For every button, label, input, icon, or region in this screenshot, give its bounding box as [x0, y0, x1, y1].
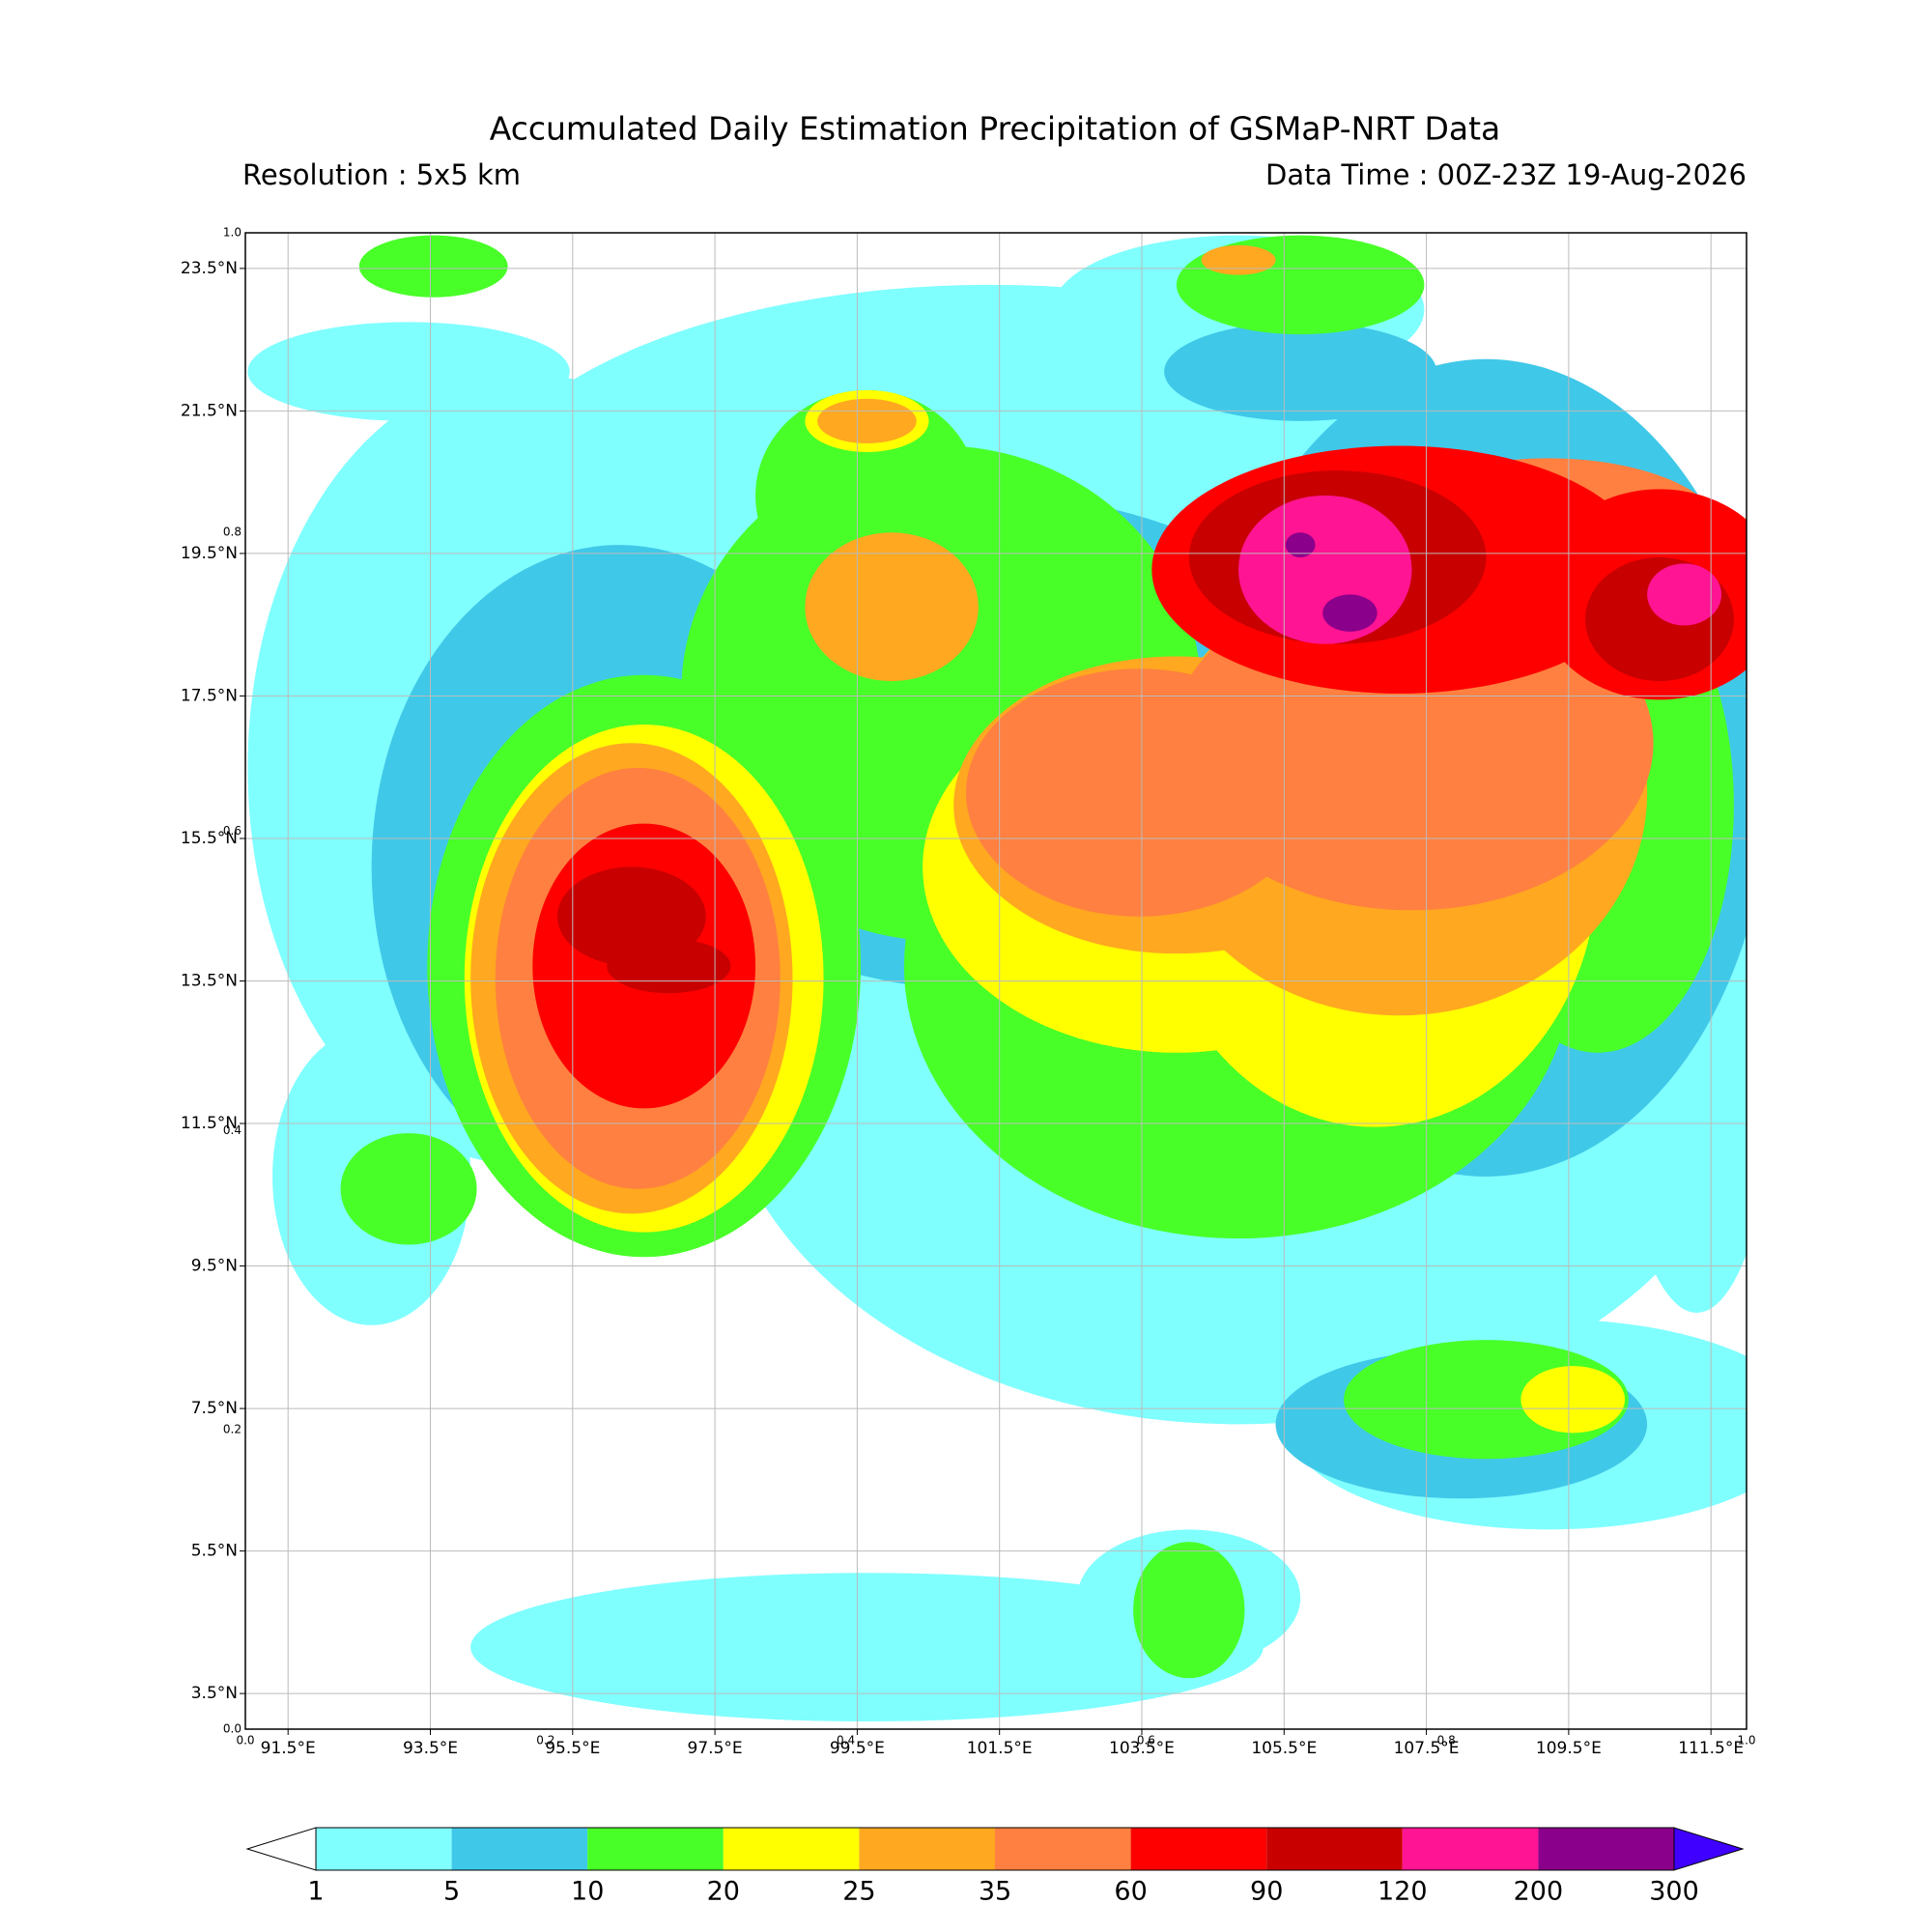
- x-tick-label: 99.5°E: [830, 1739, 885, 1758]
- precip-area: [817, 398, 917, 443]
- data-time: Data Time : 00Z-23Z 19-Aug-2026: [1265, 158, 1747, 191]
- overlay-y-label: 0.2: [223, 1423, 242, 1436]
- colorbar-label: 35: [979, 1877, 1011, 1907]
- x-tick-label: 93.5°E: [403, 1739, 458, 1758]
- precip-area: [1133, 1542, 1245, 1679]
- precip-area: [805, 532, 979, 682]
- colorbar-label: 300: [1649, 1877, 1699, 1907]
- x-tick-label: 91.5°E: [261, 1739, 316, 1758]
- precip-area: [1164, 322, 1437, 421]
- title: Accumulated Daily Estimation Precipitati…: [490, 110, 1501, 148]
- precip-area: [1647, 563, 1722, 626]
- x-tick-label: 105.5°E: [1251, 1739, 1317, 1758]
- colorbar-segment: [1538, 1828, 1674, 1870]
- y-tick-label: 17.5°N: [181, 686, 238, 705]
- colorbar-segment: [1266, 1828, 1403, 1870]
- colorbar-over: [1673, 1827, 1745, 1871]
- colorbar-segment: [451, 1828, 588, 1870]
- y-tick-label: 19.5°N: [181, 544, 238, 563]
- overlay-x-label: 0.0: [236, 1734, 254, 1747]
- y-tick-label: 5.5°N: [191, 1542, 238, 1561]
- precip-area: [1322, 594, 1378, 632]
- precip-area: [1238, 495, 1412, 644]
- map-frame: [244, 232, 1747, 1730]
- colorbar-label: 25: [842, 1877, 875, 1907]
- y-tick-label: 21.5°N: [181, 401, 238, 420]
- colorbar-under: [245, 1827, 317, 1871]
- colorbar-label: 20: [707, 1877, 740, 1907]
- y-tick-label: 3.5°N: [191, 1684, 238, 1703]
- precip-area: [1520, 1366, 1626, 1434]
- overlay-x-label: 0.2: [536, 1734, 554, 1747]
- overlay-y-label: 0.4: [223, 1123, 242, 1137]
- colorbar-label: 200: [1514, 1877, 1564, 1907]
- colorbar-segment: [723, 1828, 860, 1870]
- colorbar-segment: [1402, 1828, 1539, 1870]
- overlay-x-label: 0.4: [837, 1734, 855, 1747]
- colorbar-label: 10: [571, 1877, 604, 1907]
- x-tick-label: 111.5°E: [1678, 1739, 1744, 1758]
- overlay-x-label: 1.0: [1737, 1734, 1755, 1747]
- colorbar-segment: [1130, 1828, 1267, 1870]
- colorbar-segment: [995, 1828, 1131, 1870]
- overlay-y-label: 0.6: [223, 824, 242, 838]
- colorbar-label: 60: [1114, 1877, 1147, 1907]
- x-tick-label: 109.5°E: [1536, 1739, 1602, 1758]
- colorbar-label: 90: [1250, 1877, 1283, 1907]
- precip-area: [340, 1133, 477, 1245]
- y-tick-label: 7.5°N: [191, 1399, 238, 1418]
- colorbar-frame: [315, 1827, 1675, 1871]
- precip-area: [1285, 532, 1316, 557]
- x-tick-label: 97.5°E: [688, 1739, 743, 1758]
- x-tick-label: 101.5°E: [967, 1739, 1033, 1758]
- x-tick-label: 103.5°E: [1109, 1739, 1175, 1758]
- resolution: Resolution : 5x5 km: [242, 158, 521, 191]
- precip-area: [1201, 244, 1276, 275]
- overlay-x-label: 0.8: [1437, 1734, 1456, 1747]
- y-tick-label: 23.5°N: [181, 259, 238, 278]
- y-tick-label: 11.5°N: [181, 1114, 238, 1133]
- y-tick-label: 13.5°N: [181, 972, 238, 991]
- overlay-y-label: 0.8: [223, 525, 242, 538]
- overlay-x-label: 0.6: [1137, 1734, 1155, 1747]
- x-tick-label: 107.5°E: [1394, 1739, 1460, 1758]
- colorbar: 1 5 10 20 25 35 60 90 120 200 300: [245, 1827, 1745, 1907]
- colorbar-label: 5: [443, 1877, 460, 1907]
- y-tick-label: 15.5°N: [181, 829, 238, 848]
- colorbar-label: 120: [1378, 1877, 1428, 1907]
- overlay-y-label: 1.0: [223, 226, 242, 240]
- colorbar-label: 1: [307, 1877, 324, 1907]
- x-tick-label: 95.5°E: [545, 1739, 600, 1758]
- colorbar-segment: [316, 1828, 452, 1870]
- colorbar-segment: [859, 1828, 995, 1870]
- axes: 91.5°E 93.5°E 95.5°E 97.5°E 99.5°E 101.5°E 103…: [181, 226, 1756, 1759]
- precip-area: [470, 1573, 1264, 1722]
- precip-area: [607, 938, 731, 994]
- y-tick-label: 9.5°N: [191, 1257, 238, 1276]
- overlay-y-label: 0.0: [223, 1722, 242, 1736]
- colorbar-segment: [587, 1828, 724, 1870]
- precip-area: [247, 322, 570, 421]
- precip-field: [247, 235, 1747, 1722]
- precip-area: [358, 235, 508, 298]
